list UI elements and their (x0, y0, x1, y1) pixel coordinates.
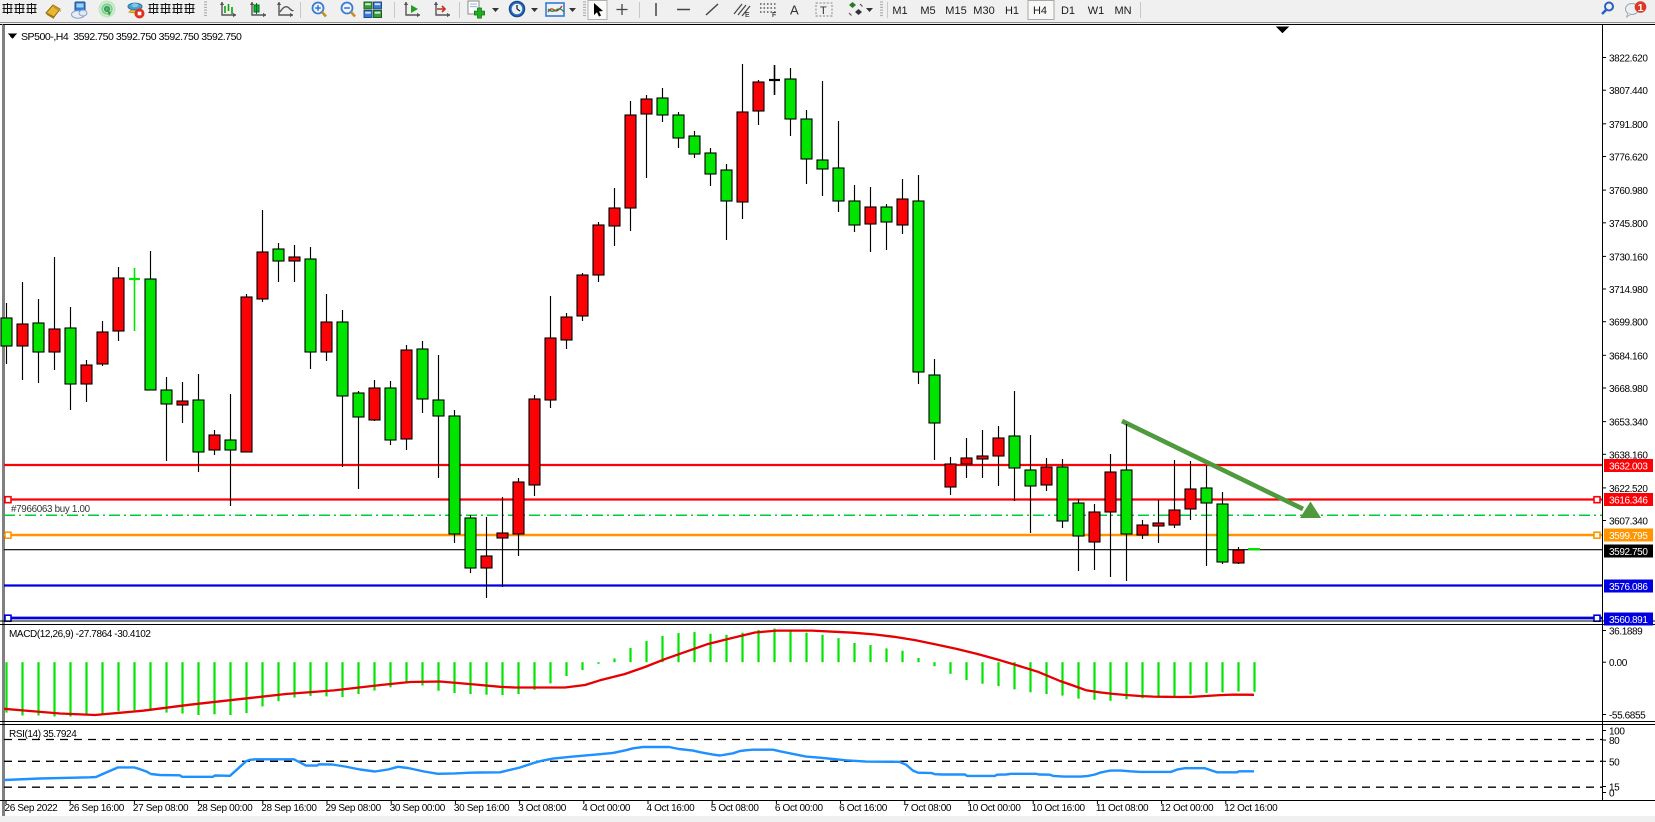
svg-text:10 Oct 00:00: 10 Oct 00:00 (968, 803, 1022, 814)
svg-text:E: E (745, 12, 750, 19)
svg-text:100: 100 (1609, 727, 1625, 738)
svg-text:RSI(14) 35.7924: RSI(14) 35.7924 (9, 729, 77, 740)
svg-text:M5: M5 (920, 5, 935, 17)
svg-text:M1: M1 (892, 5, 907, 17)
svg-text:F: F (772, 12, 776, 19)
svg-text:M15: M15 (945, 5, 966, 17)
svg-text:0: 0 (1609, 789, 1615, 800)
svg-text:29 Sep 08:00: 29 Sep 08:00 (326, 803, 382, 814)
svg-text:30 Sep 00:00: 30 Sep 00:00 (390, 803, 446, 814)
svg-text:11 Oct 08:00: 11 Oct 08:00 (1096, 803, 1149, 814)
svg-text:#7966063 buy 1.00: #7966063 buy 1.00 (11, 504, 91, 515)
svg-text:3822.620: 3822.620 (1609, 54, 1648, 65)
svg-text:3760.980: 3760.980 (1609, 186, 1648, 197)
svg-text:26 Sep 16:00: 26 Sep 16:00 (69, 803, 125, 814)
svg-text:3 Oct 08:00: 3 Oct 08:00 (518, 803, 567, 814)
svg-text:36.1889: 36.1889 (1609, 627, 1643, 638)
svg-text:3576.086: 3576.086 (1609, 582, 1648, 593)
svg-text:5 Oct 08:00: 5 Oct 08:00 (711, 803, 760, 814)
svg-text:3745.800: 3745.800 (1609, 219, 1648, 230)
svg-text:3684.160: 3684.160 (1609, 351, 1648, 362)
svg-text:6 Oct 00:00: 6 Oct 00:00 (775, 803, 824, 814)
svg-text:3638.160: 3638.160 (1609, 450, 1648, 461)
svg-text:A: A (790, 3, 799, 18)
svg-text:MN: MN (1114, 5, 1131, 17)
svg-text:3668.980: 3668.980 (1609, 384, 1648, 395)
svg-text:M30: M30 (973, 5, 994, 17)
svg-text:3653.340: 3653.340 (1609, 418, 1648, 429)
svg-text:7 Oct 08:00: 7 Oct 08:00 (903, 803, 952, 814)
svg-text:T: T (820, 5, 827, 17)
svg-text:12 Oct 00:00: 12 Oct 00:00 (1160, 803, 1214, 814)
svg-text:3560.891: 3560.891 (1609, 615, 1648, 626)
svg-text:3699.800: 3699.800 (1609, 318, 1648, 329)
svg-text:3607.340: 3607.340 (1609, 517, 1648, 528)
svg-text:27 Sep 08:00: 27 Sep 08:00 (133, 803, 189, 814)
svg-text:0.00: 0.00 (1609, 658, 1628, 669)
svg-text:28 Sep 16:00: 28 Sep 16:00 (261, 803, 317, 814)
svg-text:W1: W1 (1088, 5, 1105, 17)
svg-text:D1: D1 (1061, 5, 1075, 17)
svg-text:10 Oct 16:00: 10 Oct 16:00 (1032, 803, 1086, 814)
svg-text:3616.346: 3616.346 (1609, 496, 1648, 507)
svg-text:4 Oct 00:00: 4 Oct 00:00 (582, 803, 631, 814)
svg-text:30 Sep 16:00: 30 Sep 16:00 (454, 803, 510, 814)
svg-text:H1: H1 (1005, 5, 1019, 17)
svg-text:3622.520: 3622.520 (1609, 484, 1648, 495)
svg-text:80: 80 (1609, 736, 1620, 747)
svg-text:50: 50 (1609, 757, 1620, 768)
svg-text:3807.440: 3807.440 (1609, 86, 1648, 97)
svg-text:3592.750: 3592.750 (1609, 547, 1648, 558)
svg-text:3632.003: 3632.003 (1609, 462, 1648, 473)
svg-text:MACD(12,26,9) -27.7864 -30.410: MACD(12,26,9) -27.7864 -30.4102 (9, 629, 151, 640)
svg-text:3599.795: 3599.795 (1609, 531, 1648, 542)
svg-text:26 Sep 2022: 26 Sep 2022 (5, 803, 59, 814)
svg-text:-55.6855: -55.6855 (1609, 711, 1646, 722)
svg-text:6 Oct 16:00: 6 Oct 16:00 (839, 803, 888, 814)
svg-text:12 Oct 16:00: 12 Oct 16:00 (1224, 803, 1278, 814)
svg-text:3730.160: 3730.160 (1609, 252, 1648, 263)
svg-text:15: 15 (1609, 783, 1620, 794)
svg-text:3776.620: 3776.620 (1609, 153, 1648, 164)
svg-text:4 Oct 16:00: 4 Oct 16:00 (647, 803, 696, 814)
svg-text:3791.800: 3791.800 (1609, 120, 1648, 131)
svg-text:SP500-,H4 3592.750 3592.750 3: SP500-,H4 3592.750 3592.750 3592.750 359… (21, 31, 242, 43)
svg-text:1: 1 (1638, 2, 1644, 14)
svg-text:3714.980: 3714.980 (1609, 285, 1648, 296)
svg-text:H4: H4 (1033, 5, 1047, 17)
svg-text:28 Sep 00:00: 28 Sep 00:00 (197, 803, 253, 814)
